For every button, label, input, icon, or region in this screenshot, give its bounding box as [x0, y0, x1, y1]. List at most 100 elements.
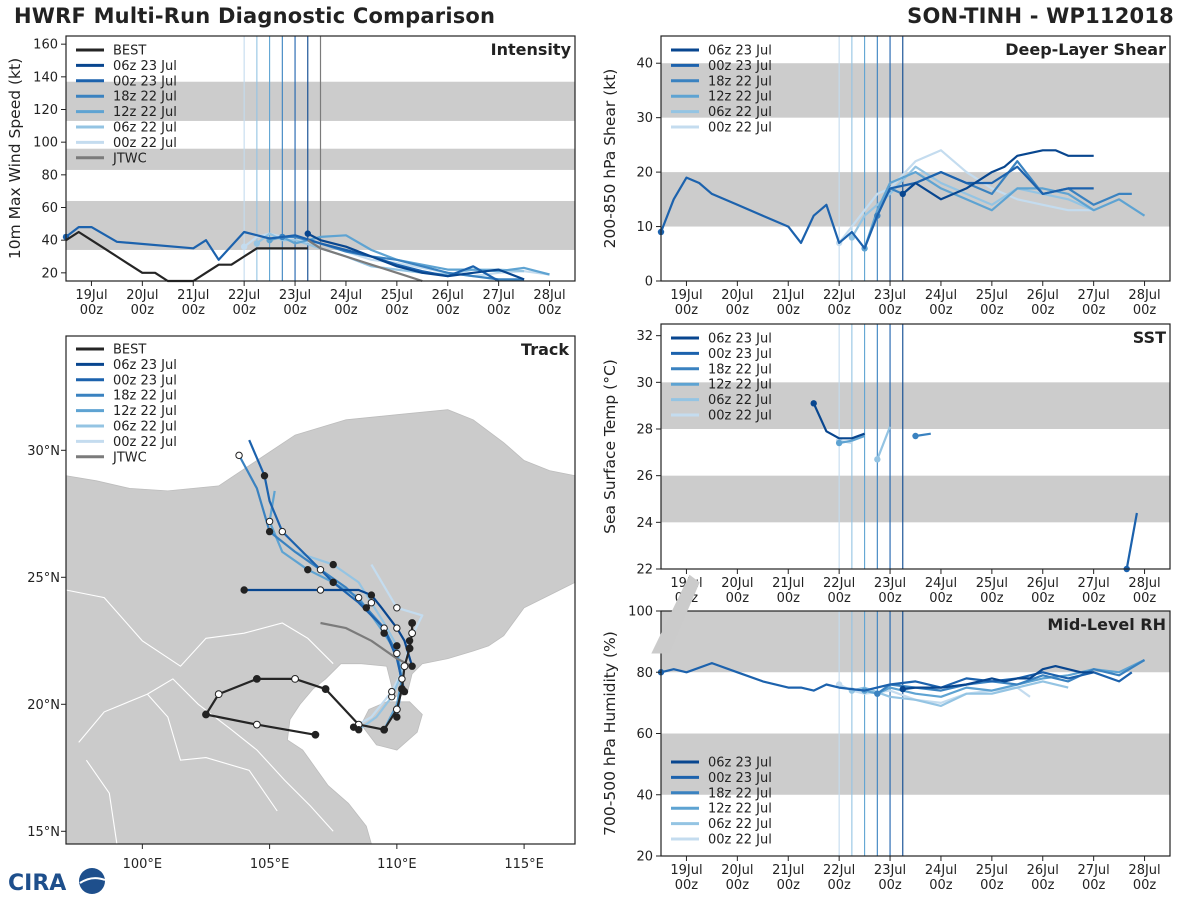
rh-xtick-sublabel: 00z — [1133, 878, 1157, 893]
track-title: Track — [521, 340, 569, 359]
track-point-06z-23-jul — [240, 586, 248, 594]
rh-legend-label: 00z 23 Jul — [708, 771, 772, 786]
intensity-legend-label: JTWC — [112, 151, 147, 166]
rh-xtick-sublabel: 00z — [878, 878, 902, 893]
intensity-xtick-sublabel: 00z — [131, 303, 155, 318]
track-border-2 — [78, 693, 278, 812]
intensity-xtick-label: 25Jul — [381, 288, 413, 303]
sst-start-point-06z-23-jul — [810, 400, 817, 407]
track-best-point — [252, 675, 261, 683]
shear-xtick-label: 23Jul — [874, 288, 906, 303]
track-point-18z-22-jul — [265, 527, 274, 536]
shear-legend-label: 00z 22 Jul — [708, 121, 772, 136]
sst-ytick-label: 32 — [636, 329, 653, 344]
rh-xtick-sublabel: 00z — [929, 878, 953, 893]
intensity-ytick-label: 160 — [33, 38, 58, 53]
shear-legend-label: 06z 23 Jul — [708, 44, 772, 59]
sst-xtick-sublabel: 00z — [777, 591, 801, 606]
track-point-00z-23-jul — [260, 472, 269, 480]
track-point-12z-22-jul — [380, 726, 388, 734]
rh-ytick-label: 20 — [636, 850, 653, 865]
shear-band-1 — [661, 63, 1170, 118]
track-point-06z-23-jul — [393, 624, 401, 632]
shear-legend-label: 18z 22 Jul — [708, 74, 772, 89]
sst-xtick-sublabel: 00z — [1031, 591, 1055, 606]
intensity-legend-label: BEST — [113, 44, 146, 59]
track-series-06z-22-jul — [294, 550, 403, 731]
sst-series-00z-23-jul — [1125, 512, 1138, 570]
sst-xtick-label: 27Jul — [1078, 576, 1110, 591]
figure-title: HWRF Multi-Run Diagnostic Comparison — [14, 4, 496, 28]
rh-legend-label: 06z 23 Jul — [708, 756, 772, 771]
rh-legend-label: 06z 22 Jul — [708, 817, 772, 832]
intensity-start-point-06z-22-jul — [253, 240, 261, 247]
intensity-legend-label: 18z 22 Jul — [113, 90, 177, 105]
track-point-18z-22-jul — [393, 649, 401, 658]
rh-start-point-06z-23-jul — [899, 685, 906, 693]
rh-xtick-label: 28Jul — [1128, 863, 1160, 878]
track-legend-label: 00z 22 Jul — [113, 435, 177, 450]
sst-title: SST — [1133, 328, 1166, 347]
rh-xtick-sublabel: 00z — [675, 878, 699, 893]
intensity-legend-label: 12z 22 Jul — [113, 105, 177, 120]
sst-xtick-sublabel: 00z — [878, 591, 902, 606]
track-point-06z-23-jul — [367, 591, 376, 599]
shear-ytick-label: 20 — [636, 166, 653, 181]
intensity-xtick-sublabel: 00z — [487, 303, 511, 318]
track-legend-label: 06z 22 Jul — [113, 420, 177, 435]
shear-series-12z-22-jul — [863, 171, 1146, 249]
track-best-point — [252, 720, 261, 729]
intensity-xtick-label: 27Jul — [483, 288, 515, 303]
track-xtick-label: 100°E — [123, 857, 163, 872]
track-point-00z-23-jul — [278, 527, 287, 536]
track-legend-label: JTWC — [112, 450, 147, 465]
intensity-ytick-label: 60 — [41, 201, 58, 216]
sst-frame — [660, 323, 1171, 570]
sst-xtick-label: 23Jul — [874, 576, 906, 591]
intensity-xtick-label: 23Jul — [279, 288, 311, 303]
track-point-12z-22-jul — [304, 565, 312, 574]
sst-band-1 — [661, 382, 1170, 429]
rh-xtick-sublabel: 00z — [1082, 878, 1106, 893]
track-series-jtwc — [320, 621, 413, 668]
intensity-ytick-label: 80 — [41, 168, 58, 183]
track-point-00z-22-jul — [405, 637, 414, 645]
rh-ytick-label: 80 — [636, 666, 653, 681]
sst-series-06z-23-jul — [812, 402, 865, 440]
intensity-xtick-sublabel: 00z — [385, 303, 409, 318]
shear-xtick-sublabel: 00z — [726, 303, 750, 318]
shear-series-06z-23-jul — [902, 149, 1094, 201]
rh-start-point-18z-22-jul — [874, 690, 881, 697]
track-point-18z-22-jul — [235, 451, 243, 460]
shear-series-00z-22-jul — [838, 149, 1094, 244]
shear-xtick-label: 21Jul — [772, 288, 804, 303]
intensity-xtick-sublabel: 00z — [283, 303, 307, 318]
track-point-00z-23-jul — [400, 687, 409, 696]
track-point-00z-22-jul — [349, 723, 358, 731]
shear-xtick-label: 19Jul — [670, 288, 702, 303]
track-best-point — [405, 644, 414, 653]
track-point-06z-22-jul — [393, 642, 401, 650]
intensity-xtick-sublabel: 00z — [538, 303, 562, 318]
rh-xtick-label: 23Jul — [874, 863, 906, 878]
cira-logo-swoosh — [79, 877, 106, 884]
intensity-series-00z-23-jul — [65, 226, 500, 282]
shear-xtick-label: 28Jul — [1128, 288, 1160, 303]
rh-xtick-label: 21Jul — [772, 863, 804, 878]
intensity-ytick-label: 120 — [33, 103, 58, 118]
intensity-legend-label: 00z 23 Jul — [113, 74, 177, 89]
track-xtick-label: 115°E — [504, 857, 544, 872]
track-point-00z-22-jul — [388, 687, 396, 696]
track-best-point — [392, 705, 401, 714]
track-land — [65, 409, 576, 845]
sst-xtick-label: 22Jul — [823, 576, 855, 591]
track-ytick-label: 20°N — [27, 698, 60, 713]
rh-xtick-label: 26Jul — [1027, 863, 1059, 878]
track-point-06z-22-jul — [367, 599, 376, 607]
sst-ytick-label: 26 — [636, 469, 653, 484]
intensity-panel: 2040608010012014016019Jul00z20Jul00z21Ju… — [6, 35, 576, 318]
sst-legend-label: 00z 22 Jul — [708, 409, 772, 424]
rh-xtick-sublabel: 00z — [1031, 878, 1055, 893]
track-best-point — [202, 710, 210, 719]
